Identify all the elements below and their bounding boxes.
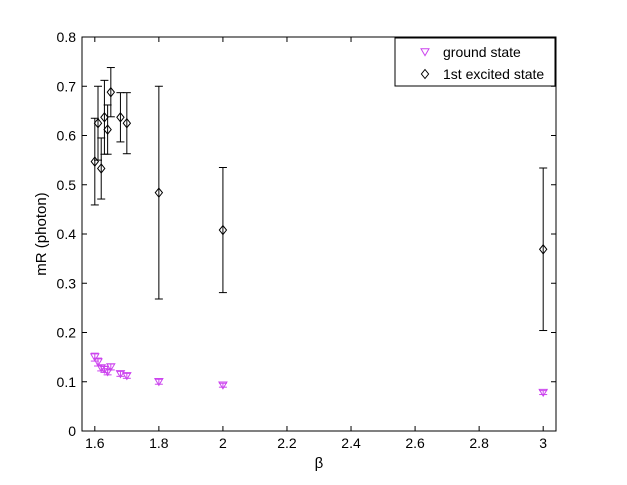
data-point	[106, 86, 116, 98]
data-point	[93, 117, 103, 129]
data-point	[153, 378, 164, 387]
data-point	[96, 364, 107, 373]
data-point	[218, 381, 228, 390]
data-point	[154, 187, 164, 198]
y-tick-label: 0.6	[57, 128, 77, 144]
data-point	[89, 353, 100, 362]
data-point	[115, 370, 126, 379]
x-tick-label: 2	[219, 435, 227, 451]
data-point	[218, 224, 228, 236]
legend-box	[394, 37, 556, 87]
legend: ground state 1st excited state	[394, 37, 556, 87]
data-point	[99, 365, 110, 375]
data-point	[538, 243, 548, 255]
legend-label: ground state	[443, 44, 521, 60]
plot-area	[82, 37, 556, 431]
data-point	[100, 111, 109, 123]
data-point	[105, 363, 116, 372]
data-point	[538, 388, 549, 398]
x-tick-label: 2.4	[341, 435, 361, 451]
x-tick-label: 1.6	[85, 435, 105, 451]
legend-marker	[420, 68, 430, 80]
y-tick-label: 0.5	[57, 177, 77, 193]
data-point	[121, 372, 132, 381]
y-tick-label: 0.7	[57, 78, 77, 94]
data-point	[102, 368, 113, 377]
x-axis-title: β	[315, 455, 324, 472]
data-point	[122, 117, 132, 129]
y-tick-label: 0.1	[57, 374, 77, 390]
axes-layer: 1.6 1.8 2 2.2 2.4 2.6 2.8 3 0 0.1 0.2 0.3 0.4 0.5 0.6 0…	[57, 29, 557, 451]
x-tick-label: 2.6	[405, 435, 425, 451]
series-ground-state	[89, 352, 549, 398]
legend-marker	[420, 48, 430, 57]
legend-label: 1st excited state	[443, 66, 544, 82]
y-axis-title: mR (photon)	[33, 192, 50, 275]
x-tick-label: 3	[539, 435, 547, 451]
data-point	[116, 111, 125, 123]
data-point	[93, 358, 103, 367]
series-excited-state	[90, 67, 548, 332]
y-tick-label: 0.4	[57, 226, 77, 242]
x-tick-label: 2.8	[469, 435, 489, 451]
y-tick-label: 0	[68, 423, 76, 439]
x-tick-label: 2.2	[277, 435, 297, 451]
series-layer	[89, 67, 549, 398]
y-tick-label: 0.8	[57, 29, 77, 45]
y-tick-label: 0.3	[57, 275, 77, 291]
data-point	[96, 163, 106, 174]
data-point	[103, 124, 112, 135]
plot-background	[82, 37, 556, 431]
x-tick-label: 1.8	[149, 435, 169, 451]
y-tick-label: 0.2	[57, 325, 77, 341]
